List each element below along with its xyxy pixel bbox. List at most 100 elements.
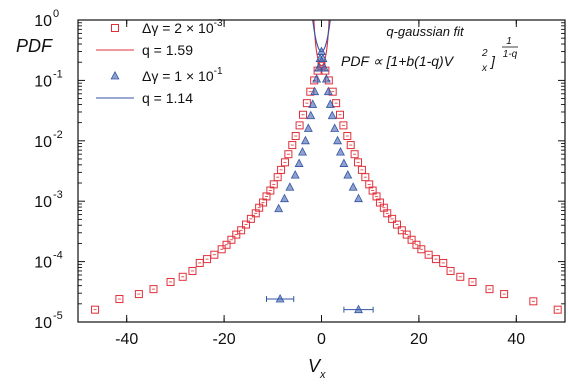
y-tick-label-exponent: -3: [53, 189, 63, 201]
y-tick-label-exponent: -2: [53, 129, 63, 141]
data-point-square: [346, 141, 355, 150]
data-point-square: [553, 305, 562, 314]
data-point-square: [343, 132, 352, 141]
data-point-square: [242, 220, 251, 229]
x-axis-label-subscript: x: [319, 369, 326, 381]
data-point-triangle: [312, 74, 322, 83]
legend: Δγ = 2 × 10-3 q = 1.59 Δγ = 1 × 10-1 q = 1.…: [96, 18, 223, 106]
annotation-close-bracket: ]: [489, 53, 496, 69]
data-point-triangle: [280, 193, 289, 203]
data-point-triangle: [317, 46, 326, 55]
data-point-triangle: [314, 63, 324, 72]
y-axis-label: PDF: [16, 36, 53, 56]
data-point-square: [339, 121, 348, 130]
data-point-triangle: [319, 63, 329, 72]
legend-label: q = 1.59: [142, 42, 193, 58]
data-point-triangle: [300, 135, 310, 145]
legend-entry-4: q = 1.14: [96, 90, 193, 106]
data-point-square: [298, 110, 307, 119]
data-point-square: [446, 266, 455, 275]
annotation-line2: PDF ∝ [1+b(1-q)V: [341, 53, 455, 69]
legend-entry-2: q = 1.59: [96, 42, 193, 58]
data-point-square: [222, 240, 231, 249]
data-point-square: [388, 214, 397, 223]
data-point-triangle: [321, 74, 331, 83]
data-point-square: [277, 165, 286, 174]
data-point-square: [350, 150, 359, 159]
data-point-square: [227, 235, 236, 244]
annotation-line1: q-gaussian fit: [386, 24, 465, 39]
data-point-square: [332, 99, 341, 108]
data-point-square: [188, 266, 197, 275]
x-tick-label: -20: [213, 331, 236, 348]
x-axis-label: V: [308, 356, 322, 376]
data-point-square: [178, 272, 187, 281]
data-point-triangle: [318, 53, 328, 62]
annotation-superscript: 2: [481, 48, 488, 59]
data-point-square: [412, 240, 421, 249]
y-tick-label-base: 10: [34, 255, 52, 272]
data-point-square: [407, 235, 416, 244]
data-point-square: [392, 220, 401, 229]
plot-area: [91, 20, 562, 314]
data-point-square: [354, 158, 363, 167]
data-point-triangle: [275, 293, 285, 303]
annotation-exponent-numerator: 1: [506, 36, 512, 47]
data-point-square: [456, 272, 465, 281]
annotation-subscript: x: [481, 63, 488, 74]
data-point-square: [439, 258, 448, 267]
data-point-square: [383, 209, 392, 218]
q-gaussian-annotation: q-gaussian fit PDF ∝ [1+b(1-q)V x 2 ] 1 …: [341, 24, 518, 74]
x-tick-label: -40: [115, 331, 138, 348]
data-point-triangle: [298, 147, 307, 156]
legend-triangle-marker: [110, 70, 120, 80]
x-tick-label: 40: [507, 331, 525, 348]
data-point-square: [217, 245, 226, 254]
series-triangle-markers: [265, 46, 374, 314]
data-point-square: [529, 297, 538, 306]
data-point-triangle: [306, 110, 316, 120]
data-point-square: [246, 214, 255, 223]
data-point-square: [237, 226, 246, 235]
data-point-square: [302, 99, 311, 108]
data-point-triangle: [354, 304, 363, 314]
y-tick-label-base: 10: [34, 315, 52, 332]
y-tick-label-base: 10: [34, 73, 52, 90]
legend-entry-1: Δγ = 2 × 10-3: [111, 18, 223, 36]
data-point-square: [203, 255, 212, 264]
data-point-triangle: [325, 99, 335, 108]
legend-entry-3: Δγ = 1 × 10-1: [110, 66, 223, 84]
data-point-square: [210, 250, 219, 259]
data-point-triangle: [308, 99, 318, 108]
y-tick-label-exponent: 0: [53, 8, 59, 20]
data-point-square: [291, 132, 300, 141]
data-point-square: [280, 158, 289, 167]
data-point-triangle: [285, 182, 295, 191]
data-point-triangle: [274, 203, 284, 213]
data-point-triangle: [330, 123, 340, 132]
y-tick-label-base: 10: [34, 194, 52, 211]
legend-label: Δγ = 1 × 10-1: [142, 66, 223, 84]
data-point-triangle: [290, 170, 300, 179]
data-point-triangle: [310, 86, 320, 96]
legend-label-exponent: -3: [214, 18, 223, 29]
annotation-exponent-denominator: 1-q: [503, 49, 518, 60]
data-point-square: [402, 230, 411, 239]
y-tick-label-base: 10: [34, 13, 52, 30]
legend-label-exponent: -1: [214, 66, 223, 77]
data-point-square: [232, 230, 241, 239]
data-point-square: [284, 150, 293, 159]
data-point-square: [115, 295, 124, 304]
data-point-triangle: [333, 135, 343, 145]
data-point-triangle: [336, 147, 345, 156]
data-point-square: [166, 277, 175, 286]
data-point-square: [91, 305, 100, 314]
data-point-triangle: [339, 158, 349, 167]
data-point-square: [424, 250, 433, 259]
data-point-square: [149, 285, 158, 294]
data-point-square: [485, 285, 494, 294]
data-point-square: [288, 141, 297, 150]
data-point-square: [417, 245, 426, 254]
